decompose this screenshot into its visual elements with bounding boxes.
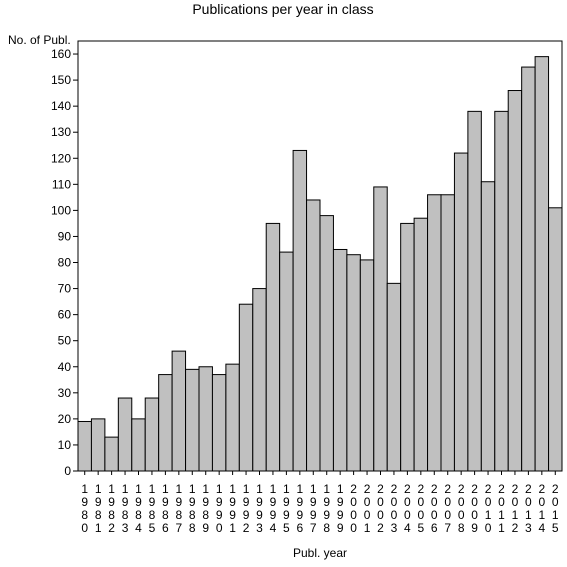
y-tick-label: 140 — [51, 99, 71, 113]
y-tick-label: 0 — [64, 464, 71, 478]
bar-2009 — [467, 110, 482, 472]
x-ticks-group: 1 9 8 0 1 9 8 1 1 9 8 2 1 9 8 3 1 9 8 4 1 9 8 5 1 9 8 6 1 9 8 7 1 9 8 8 1 9 8 9… — [81, 471, 559, 535]
bar-1987 — [171, 350, 187, 472]
bar-1996 — [292, 149, 308, 472]
bar-1994 — [265, 222, 281, 472]
bar-2014 — [534, 56, 550, 472]
bar-1995 — [279, 251, 294, 472]
bars-group — [77, 56, 563, 472]
bar-2001 — [359, 259, 375, 472]
y-tick-label: 10 — [58, 438, 72, 452]
bar-2012 — [507, 90, 523, 472]
bar-2008 — [453, 152, 469, 472]
y-tick-label: 70 — [58, 282, 72, 296]
bar-1991 — [225, 363, 240, 472]
y-tick-label: 80 — [58, 256, 72, 270]
bar-1983 — [117, 397, 133, 472]
bar-1986 — [158, 374, 173, 472]
y-tick-label: 50 — [58, 334, 72, 348]
bar-1989 — [198, 366, 213, 472]
bar-1997 — [306, 199, 321, 472]
bar-2004 — [400, 222, 415, 472]
y-tick-label: 100 — [51, 203, 71, 217]
bar-1990 — [211, 374, 227, 472]
bar-1981 — [90, 418, 106, 472]
y-tick-label: 20 — [58, 412, 72, 426]
bar-2003 — [386, 282, 402, 472]
chart-title: Publications per year in class — [192, 1, 373, 17]
bar-2011 — [494, 110, 509, 472]
bar-2010 — [480, 181, 496, 472]
bar-2002 — [373, 186, 388, 472]
y-tick-label: 30 — [58, 386, 72, 400]
y-tick-label: 40 — [58, 360, 72, 374]
y-tick-label: 60 — [58, 308, 72, 322]
y-tick-label: 90 — [58, 229, 72, 243]
bar-2013 — [521, 66, 536, 472]
bar-1999 — [332, 248, 348, 472]
y-axis-label: No. of Publ. — [8, 33, 71, 47]
bar-1992 — [238, 303, 254, 472]
bar-2000 — [346, 254, 361, 472]
bar-1985 — [144, 397, 160, 472]
bar-2015 — [548, 207, 563, 472]
plot-frame — [77, 40, 563, 472]
y-tick-label: 110 — [52, 177, 71, 191]
bar-1980 — [77, 420, 92, 472]
bar-1998 — [319, 215, 334, 472]
bar-1984 — [131, 418, 146, 472]
x-axis-label: Publ. year — [293, 546, 347, 560]
y-tick-label: 120 — [51, 151, 71, 165]
bar-1988 — [185, 368, 200, 472]
y-ticks-group: 0 10 20 30 40 50 60 70 80 90 100 110 120 130 140 150 160 — [51, 47, 78, 478]
bar-2007 — [440, 194, 455, 472]
bar-1982 — [104, 436, 119, 472]
y-tick-label: 130 — [51, 125, 71, 139]
bar-1993 — [252, 288, 267, 472]
bar-2006 — [427, 194, 442, 472]
bar-2005 — [413, 217, 429, 472]
y-tick-label: 150 — [51, 73, 71, 87]
y-tick-label: 160 — [51, 47, 71, 61]
